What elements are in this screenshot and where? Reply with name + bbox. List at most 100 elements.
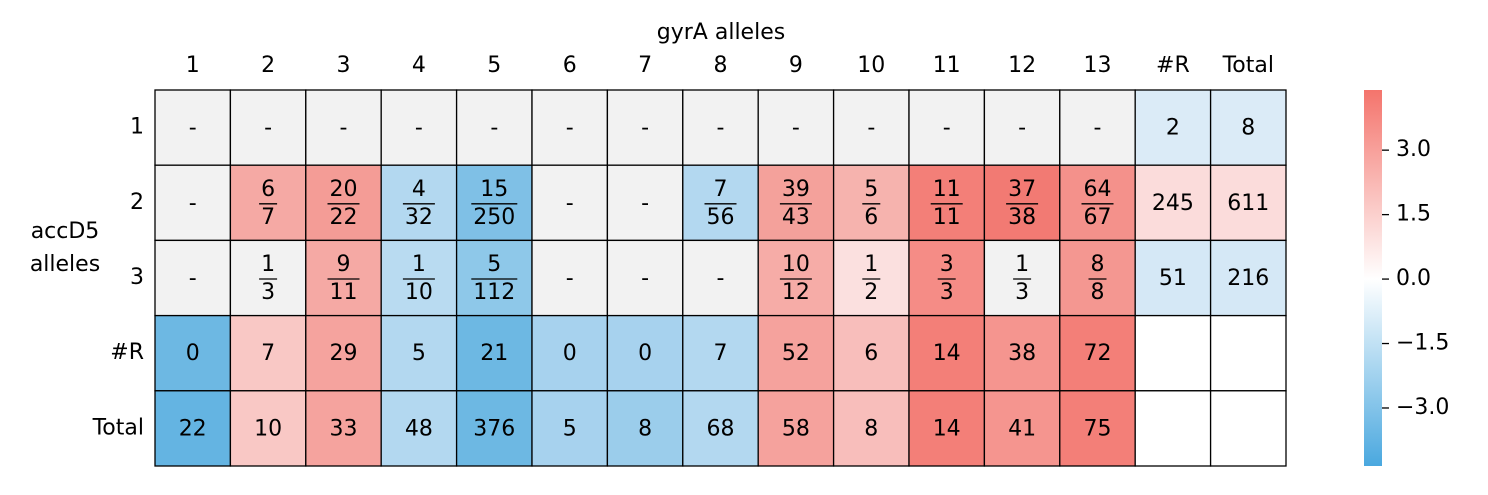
cell-value: 14	[933, 416, 961, 441]
cell	[455, 390, 533, 467]
denominator: 56	[707, 205, 735, 230]
cell-value: 72	[1084, 341, 1112, 366]
column-label: #R	[1156, 53, 1190, 78]
cell-value: -	[717, 116, 725, 141]
numerator: 11	[933, 177, 961, 202]
cell	[1134, 89, 1212, 166]
cell-value: 8	[638, 416, 652, 441]
row-label: 3	[130, 265, 144, 290]
cell-value: 7	[261, 341, 275, 366]
column-label: 4	[412, 53, 426, 78]
cell-value: 0	[186, 341, 200, 366]
cell-value: 8	[864, 416, 878, 441]
cell	[682, 89, 759, 166]
denominator: 6	[864, 205, 878, 230]
cell-value: -	[415, 116, 423, 141]
denominator: 43	[782, 205, 810, 230]
cell-value: 22	[179, 416, 207, 441]
row-label: 1	[130, 115, 144, 140]
cell-value: 48	[405, 416, 433, 441]
cell-value: -	[792, 116, 800, 141]
cell	[1209, 390, 1287, 467]
cell	[1059, 164, 1136, 242]
colorbar-tick-label: 3.0	[1396, 137, 1431, 162]
numerator: 3	[940, 252, 954, 277]
cell-value: 6	[864, 341, 878, 366]
cell-value: 7	[714, 341, 728, 366]
column-label: 9	[789, 53, 803, 78]
numerator: 1	[412, 252, 426, 277]
colorbar-tick-label: 0.0	[1396, 266, 1431, 291]
cell	[380, 314, 458, 392]
cell	[531, 89, 609, 166]
cell-value: 0	[563, 341, 577, 366]
cell	[305, 89, 382, 166]
column-label: 10	[857, 53, 885, 78]
cell	[1209, 239, 1287, 317]
denominator: 3	[940, 280, 954, 305]
row-label: #R	[110, 340, 144, 365]
cell-value: 75	[1084, 416, 1112, 441]
denominator: 22	[330, 205, 358, 230]
denominator: 8	[1091, 280, 1105, 305]
denominator: 11	[330, 280, 358, 305]
cell	[531, 314, 609, 392]
numerator: 64	[1084, 177, 1112, 202]
denominator: 2	[864, 280, 878, 305]
cell	[1134, 314, 1212, 392]
column-label: 11	[933, 53, 961, 78]
colorbar-tick-label: −1.5	[1396, 331, 1449, 356]
cell-value: -	[490, 116, 498, 141]
denominator: 10	[405, 280, 433, 305]
numerator: 4	[412, 177, 426, 202]
column-label: 1	[186, 53, 200, 78]
cell-value: 58	[782, 416, 810, 441]
cell-value: -	[867, 116, 875, 141]
cell	[983, 390, 1061, 467]
denominator: 3	[261, 280, 275, 305]
y-title: accD5	[31, 219, 100, 244]
numerator: 1	[261, 252, 275, 277]
cell	[1134, 390, 1212, 467]
cell	[606, 164, 684, 242]
cell	[229, 314, 307, 392]
cell-value: 21	[480, 341, 508, 366]
column-label: 13	[1084, 53, 1112, 78]
column-label: 5	[487, 53, 501, 78]
y-title: alleles	[30, 252, 100, 277]
cell-value: 8	[1241, 116, 1255, 141]
denominator: 112	[473, 280, 515, 305]
cell	[682, 390, 759, 467]
cell-value: 51	[1159, 266, 1187, 291]
cell-value: 68	[707, 416, 735, 441]
column-label: 3	[337, 53, 351, 78]
cell-value: 38	[1008, 341, 1036, 366]
cell-value: 216	[1227, 266, 1269, 291]
colorbar-tick-label: 1.5	[1396, 202, 1431, 227]
cell	[154, 89, 232, 166]
cell-value: -	[641, 266, 649, 291]
cell	[154, 390, 232, 467]
cell-value: 41	[1008, 416, 1036, 441]
cell	[229, 164, 307, 242]
cell-value: 611	[1227, 191, 1269, 216]
cell-value: 14	[933, 341, 961, 366]
cell	[908, 239, 986, 317]
cell-value: -	[1094, 116, 1102, 141]
cell	[832, 314, 910, 392]
cell	[455, 314, 533, 392]
cell	[757, 390, 835, 467]
cell	[380, 390, 458, 467]
cell-value: 33	[330, 416, 358, 441]
cell	[983, 239, 1061, 317]
column-label: 2	[261, 53, 275, 78]
cell-value: -	[641, 191, 649, 216]
numerator: 15	[480, 177, 508, 202]
numerator: 1	[864, 252, 878, 277]
denominator: 12	[782, 280, 810, 305]
cell-value: -	[1018, 116, 1026, 141]
cell-value: 29	[330, 341, 358, 366]
denominator: 38	[1008, 205, 1036, 230]
cell-value: -	[189, 116, 197, 141]
